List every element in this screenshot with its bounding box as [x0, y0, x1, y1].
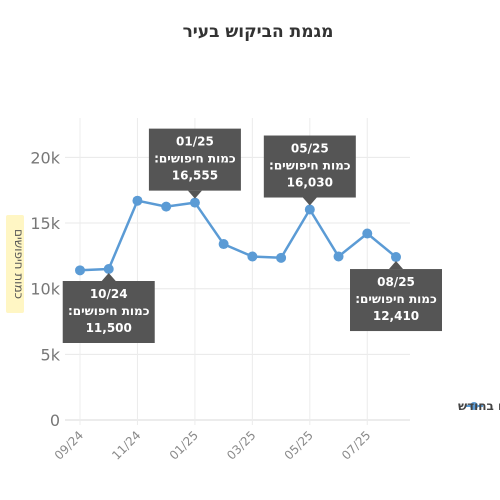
callout-pointer — [302, 197, 317, 206]
chart-title: מגמת הביקוש בעיר — [183, 22, 334, 42]
callout-value: 16,555 — [172, 169, 218, 183]
data-points — [75, 195, 401, 276]
data-point[interactable] — [103, 264, 114, 274]
callout-metric: כמות חיפושים: — [355, 292, 437, 306]
x-tick-label: 03/25 — [224, 428, 258, 462]
callout-box — [148, 128, 241, 191]
y-tick-label: 20k — [30, 148, 60, 167]
data-point[interactable] — [189, 197, 200, 208]
y-tick-label: 0 — [50, 411, 60, 430]
y-axis-label-text: כמות חיפושים — [12, 229, 26, 299]
callout-date: 01/25 — [176, 135, 214, 149]
y-tick-label: 10k — [30, 280, 60, 299]
y-tick-label: 15k — [30, 214, 60, 233]
callout-pointer — [187, 190, 202, 199]
callout-date: 10/24 — [90, 287, 128, 301]
data-point[interactable] — [218, 239, 229, 250]
callout-date: 05/25 — [291, 142, 329, 156]
x-tick-label: 01/25 — [167, 428, 201, 462]
callout-metric: כמות חיפושים: — [269, 159, 351, 173]
y-axis-label: כמות חיפושים — [6, 215, 26, 313]
callout-box — [263, 135, 356, 198]
data-point[interactable] — [276, 252, 287, 263]
legend-label: חיפושים בחודש — [458, 399, 500, 413]
x-tick-label: 09/24 — [52, 428, 86, 462]
x-axis-ticks: 09/24 11/24 01/25 03/25 05/25 07/25 — [52, 428, 374, 462]
callout-metric: כמות חיפושים: — [68, 304, 150, 318]
callout: 10/24 כמות חיפושים: 11,500 — [62, 273, 155, 343]
data-point[interactable] — [132, 195, 143, 206]
callout-pointer — [389, 261, 403, 270]
data-point[interactable] — [304, 204, 315, 215]
x-tick-label: 05/25 — [282, 428, 316, 462]
y-tick-label: 5k — [41, 345, 61, 364]
callout-pointer — [101, 273, 116, 281]
callout-value: 12,410 — [373, 309, 419, 323]
callout-box — [62, 281, 155, 343]
y-axis-label-bg — [6, 215, 24, 313]
callout-box — [350, 269, 442, 332]
callout-date: 08/25 — [377, 275, 415, 289]
callout-value: 16,030 — [287, 176, 333, 190]
callout: 08/25 כמות חיפושים: 12,410 — [350, 261, 442, 332]
x-tick-label: 11/24 — [109, 428, 143, 462]
callouts: 01/25 כמות חיפושים: 16,555 05/25 כמות חיפושי… — [62, 128, 442, 343]
y-axis-ticks: 0 5k 10k 15k 20k — [30, 148, 60, 430]
data-point[interactable] — [75, 265, 85, 276]
data-point[interactable] — [247, 251, 258, 262]
data-point[interactable] — [391, 252, 401, 263]
callout-metric: כמות חיפושים: — [154, 152, 236, 166]
data-point[interactable] — [333, 251, 344, 262]
callout: 05/25 כמות חיפושים: 16,030 — [263, 135, 356, 206]
callout-value: 11,500 — [86, 321, 132, 335]
data-point[interactable] — [362, 228, 373, 239]
series-line — [79, 199, 397, 272]
legend-marker-icon — [470, 402, 478, 410]
x-tick-label: 07/25 — [339, 428, 373, 462]
data-point[interactable] — [161, 201, 172, 212]
callout: 01/25 כמות חיפושים: 16,555 — [148, 128, 241, 199]
legend[interactable]: חיפושים בחודש — [458, 399, 500, 413]
